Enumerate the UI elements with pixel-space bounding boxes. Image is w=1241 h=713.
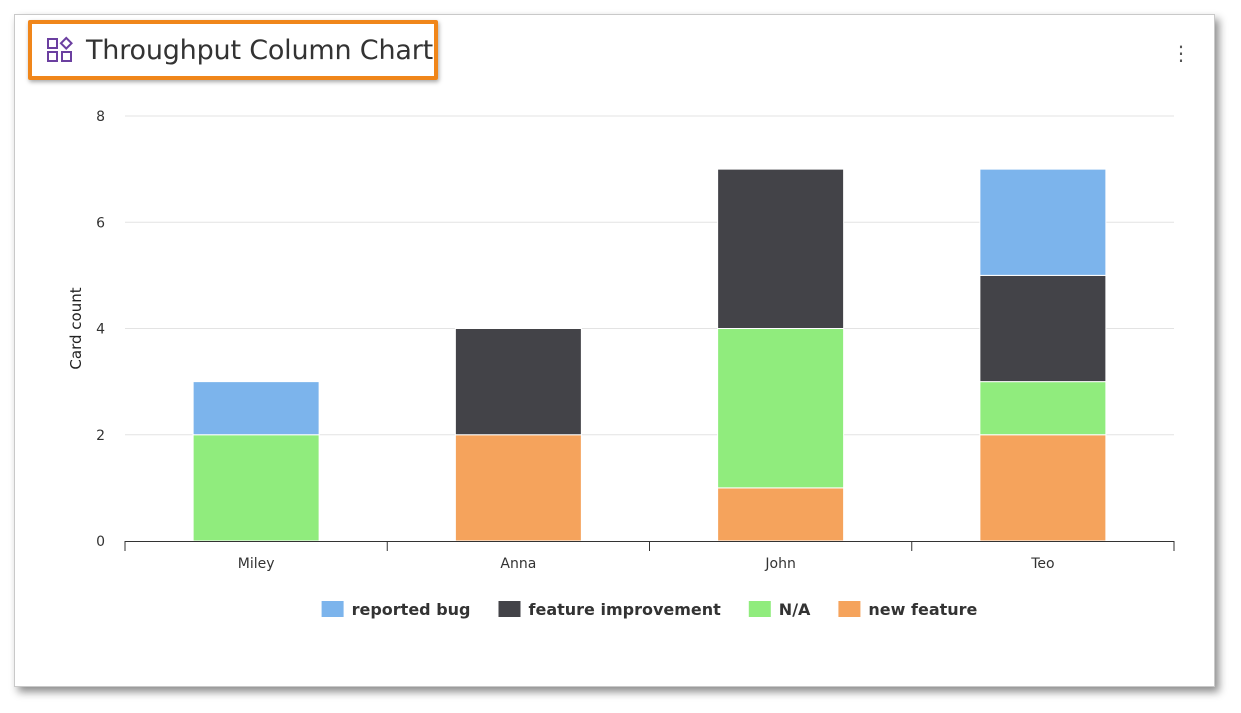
widget-title: Throughput Column Chart	[86, 34, 433, 66]
x-tick-label: Anna	[500, 556, 536, 572]
widget-grid-icon	[46, 36, 74, 64]
legend-label: feature improvement	[529, 600, 722, 619]
y-axis-title: Card count	[67, 287, 85, 369]
bar-segment	[192, 434, 320, 542]
x-tick-label: Miley	[238, 556, 275, 572]
bar-segment	[717, 328, 845, 489]
x-tick-label: Teo	[1030, 556, 1054, 572]
y-tick-label: 0	[96, 534, 105, 550]
bar-segment	[454, 434, 582, 542]
bar-segment	[979, 274, 1107, 383]
legend-label: new feature	[868, 600, 977, 619]
legend-label: reported bug	[352, 600, 471, 619]
bar-segment	[717, 168, 845, 329]
bar-segment	[979, 434, 1107, 542]
bar-segment	[979, 381, 1107, 436]
legend-label: N/A	[779, 600, 811, 619]
legend-swatch	[748, 601, 771, 617]
bar-segment	[454, 328, 582, 436]
legend-swatch	[321, 601, 344, 617]
y-tick-label: 6	[96, 215, 105, 231]
bar-segment	[979, 168, 1107, 276]
widget-menu-button[interactable]: ⋮	[1170, 40, 1192, 66]
widget-header: Throughput Column Chart	[28, 20, 438, 80]
legend-swatch	[838, 601, 861, 617]
y-tick-label: 2	[96, 428, 105, 444]
bar-segment	[717, 487, 845, 542]
x-tick-label: John	[764, 556, 795, 572]
legend-swatch	[498, 601, 521, 617]
vertical-dots-icon: ⋮	[1171, 41, 1191, 65]
y-tick-label: 4	[96, 322, 105, 338]
y-tick-label: 8	[96, 109, 105, 125]
bar-segment	[192, 381, 320, 436]
